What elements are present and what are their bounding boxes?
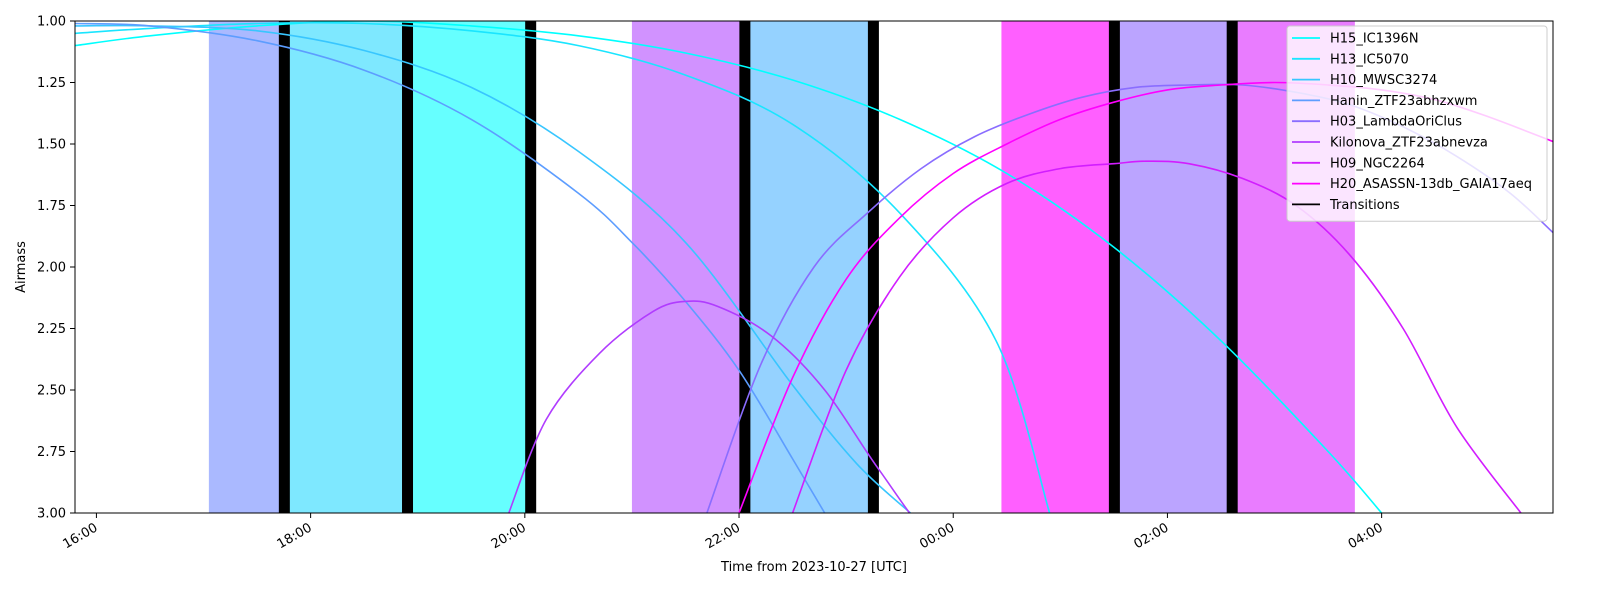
y-tick-label: 1.25	[37, 76, 66, 91]
transition-bar	[739, 21, 751, 513]
x-tick-label: 02:00	[1131, 520, 1171, 552]
legend-label: H13_IC5070	[1330, 52, 1409, 67]
legend-label: H10_MWSC3274	[1330, 73, 1437, 88]
y-tick-label: 1.50	[37, 138, 66, 153]
series-line	[75, 21, 1383, 513]
transition-bar	[525, 21, 537, 513]
legend-label: H20_ASASSN-13db_GAIA17aeq	[1330, 177, 1532, 192]
x-axis-ticks: 16:00 18:00 20:00 22:00 00:00 02:00 04:00	[60, 513, 1386, 552]
y-tick-label: 2.50	[37, 384, 66, 399]
x-tick-label: 18:00	[275, 520, 315, 552]
legend-label: Transitions	[1329, 198, 1400, 213]
y-axis-ticks: 1.00 1.25 1.50 1.75 2.00 2.25 2.50 2.75 3.00	[37, 15, 75, 522]
legend-label: Kilonova_ZTF23abnevza	[1330, 136, 1488, 151]
transition-bar	[402, 21, 414, 513]
y-tick-label: 2.00	[37, 261, 66, 276]
x-tick-label: 04:00	[1346, 520, 1386, 552]
series-line	[75, 22, 826, 513]
y-tick-label: 1.75	[37, 199, 66, 214]
legend-label: Hanin_ZTF23abhzxwm	[1330, 94, 1477, 109]
observation-block	[283, 21, 408, 513]
observation-block	[744, 21, 873, 513]
legend-label: H03_LambdaOriClus	[1330, 115, 1462, 130]
transition-bar	[278, 21, 290, 513]
observation-block	[208, 21, 284, 513]
series-line	[508, 300, 954, 513]
y-tick-label: 3.00	[37, 507, 66, 522]
x-axis-label: Time from 2023-10-27 [UTC]	[720, 560, 907, 575]
observation-block	[1001, 21, 1114, 513]
transition-bar	[867, 21, 879, 513]
x-tick-label: 16:00	[60, 520, 100, 552]
series-line	[75, 24, 911, 513]
x-tick-label: 00:00	[917, 520, 957, 552]
observation-block	[631, 21, 745, 513]
series-line	[75, 21, 1051, 513]
transition-bars	[278, 21, 1238, 513]
y-tick-label: 1.00	[37, 15, 66, 30]
observation-block	[407, 21, 531, 513]
legend-box	[1286, 25, 1548, 222]
legend-label: H15_IC1396N	[1330, 32, 1419, 47]
y-tick-label: 2.75	[37, 445, 66, 460]
y-tick-label: 2.25	[37, 322, 66, 337]
legend-label: H09_NGC2264	[1330, 156, 1425, 171]
transition-bar	[1226, 21, 1238, 513]
x-tick-label: 20:00	[489, 520, 529, 552]
series-line	[791, 160, 1522, 513]
legend: H15_IC1396N H13_IC5070 H10_MWSC3274 Hanin_Z…	[1286, 25, 1548, 222]
x-tick-label: 22:00	[703, 520, 743, 552]
transition-bar	[1108, 21, 1120, 513]
y-axis-label: Airmass	[14, 241, 29, 293]
observation-blocks	[208, 21, 1355, 513]
observation-block	[1113, 21, 1232, 513]
